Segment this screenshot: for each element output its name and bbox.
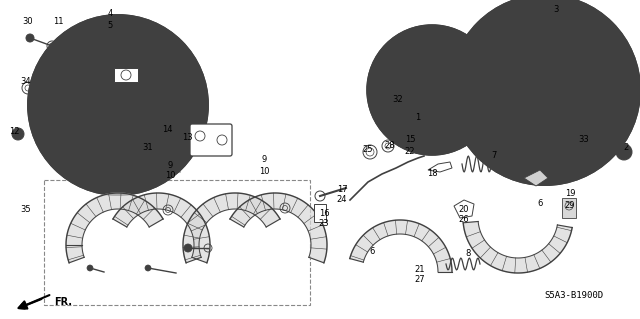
Polygon shape (524, 170, 548, 186)
Circle shape (466, 97, 478, 109)
Text: 15: 15 (404, 136, 415, 145)
Text: 11: 11 (52, 18, 63, 26)
Text: 22: 22 (404, 147, 415, 157)
Circle shape (450, 0, 640, 185)
Text: 29: 29 (564, 202, 575, 211)
Text: 25: 25 (363, 145, 373, 154)
Bar (562, 198, 576, 218)
Polygon shape (183, 193, 280, 263)
Circle shape (145, 265, 151, 271)
Text: 24: 24 (337, 196, 348, 204)
Circle shape (401, 50, 413, 62)
FancyBboxPatch shape (190, 124, 232, 156)
Text: 6: 6 (538, 199, 543, 209)
Text: 3: 3 (554, 5, 559, 14)
FancyArrowPatch shape (19, 295, 49, 308)
Text: 26: 26 (459, 216, 469, 225)
Text: 27: 27 (415, 276, 426, 285)
Circle shape (386, 97, 398, 109)
Text: 32: 32 (393, 95, 403, 105)
Text: 17: 17 (337, 186, 348, 195)
Text: 18: 18 (427, 169, 437, 179)
Circle shape (28, 15, 208, 195)
Text: 2: 2 (623, 144, 628, 152)
Polygon shape (463, 221, 572, 273)
Text: FR.: FR. (54, 297, 72, 307)
Circle shape (12, 128, 24, 140)
Bar (44, 180, 310, 305)
Text: 1: 1 (415, 114, 420, 122)
Circle shape (374, 52, 418, 96)
Circle shape (451, 50, 463, 62)
Text: 33: 33 (579, 136, 589, 145)
Text: 6: 6 (369, 248, 374, 256)
Text: S5A3-B1900D: S5A3-B1900D (545, 292, 604, 300)
Text: 35: 35 (20, 205, 31, 214)
Circle shape (616, 144, 632, 160)
Text: 23: 23 (319, 219, 330, 228)
Text: 9: 9 (261, 155, 267, 165)
Text: 12: 12 (9, 128, 19, 137)
Polygon shape (230, 193, 327, 263)
Polygon shape (66, 193, 163, 263)
Text: 31: 31 (143, 144, 154, 152)
Polygon shape (350, 220, 452, 272)
Text: 34: 34 (20, 78, 31, 86)
Circle shape (367, 25, 497, 155)
Circle shape (87, 265, 93, 271)
Circle shape (580, 110, 620, 150)
Text: 16: 16 (319, 210, 330, 219)
Text: 8: 8 (465, 249, 470, 258)
Text: 9: 9 (168, 161, 173, 170)
Text: 10: 10 (259, 167, 269, 176)
Text: 30: 30 (22, 18, 33, 26)
Text: 28: 28 (385, 142, 396, 151)
Bar (314, 204, 326, 222)
Text: 19: 19 (564, 189, 575, 198)
Circle shape (426, 126, 438, 138)
Text: 14: 14 (162, 125, 172, 135)
Polygon shape (113, 193, 210, 263)
Text: 4: 4 (108, 10, 113, 19)
Text: 5: 5 (108, 21, 113, 31)
Text: 20: 20 (459, 205, 469, 214)
Text: 21: 21 (415, 265, 425, 275)
Circle shape (184, 244, 192, 252)
Circle shape (26, 34, 34, 42)
Bar (114, 68, 138, 82)
Text: 7: 7 (492, 152, 497, 160)
Text: 10: 10 (164, 172, 175, 181)
Text: 13: 13 (182, 133, 192, 143)
